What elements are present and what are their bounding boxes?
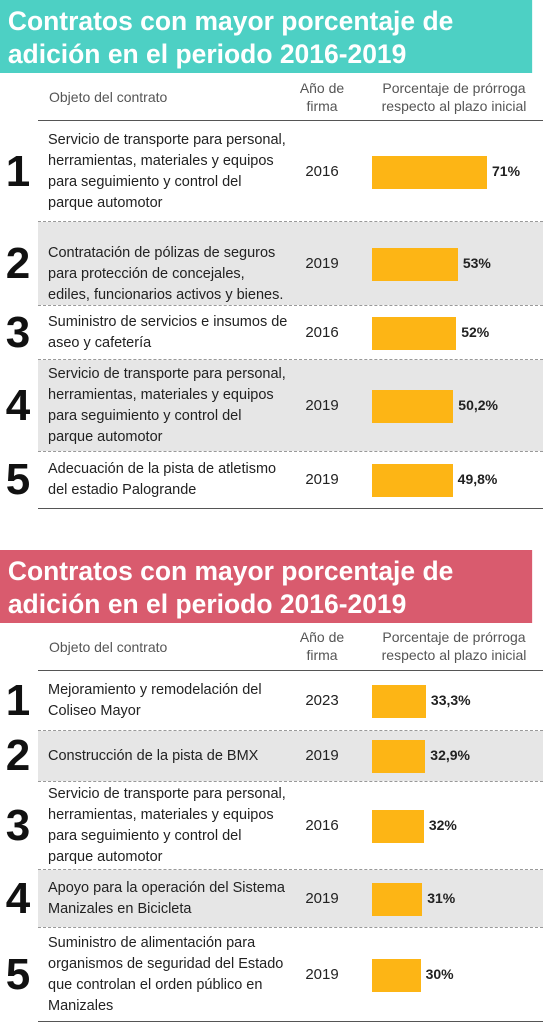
chart-2-row-5-year: 2019 bbox=[305, 965, 339, 983]
chart-1-row-2-rank: 2 bbox=[5, 238, 31, 288]
chart-1-row-3-rank: 3 bbox=[5, 307, 31, 357]
chart-1-row-4-bar bbox=[372, 389, 454, 423]
chart-2-row-2-divider bbox=[38, 781, 543, 782]
chart-1-title: Contratos con mayor porcentaje de adició… bbox=[0, 0, 533, 73]
chart-2-row-2-value-label: 32,9% bbox=[430, 747, 470, 763]
chart-1-row-2-year: 2019 bbox=[305, 254, 339, 272]
chart-1-header-year-line1: Año de bbox=[299, 80, 345, 96]
chart-1-row-3-year: 2016 bbox=[305, 323, 339, 341]
chart-1-row-1-value-label: 71% bbox=[492, 162, 521, 179]
chart-2-header-rule bbox=[38, 670, 543, 671]
chart-1-header-percentage: Porcentaje de prórroga respecto al plazo… bbox=[366, 79, 542, 115]
chart-2-row-3-year: 2016 bbox=[305, 816, 339, 834]
chart-2-row-2-bar bbox=[372, 740, 426, 773]
chart-2-header-year-line2: firma bbox=[306, 647, 338, 663]
chart-1-row-3-divider bbox=[38, 359, 543, 360]
chart-2-row-3-object: Servicio de transporte para personal, he… bbox=[48, 785, 286, 865]
chart-1-header-object: Objeto del contrato bbox=[49, 89, 168, 105]
chart-2-header-percentage: Porcentaje de prórroga respecto al plazo… bbox=[366, 628, 542, 664]
chart-1-row-4-divider bbox=[38, 451, 543, 452]
chart-1-header-year-line2: firma bbox=[306, 98, 338, 114]
chart-1-header-percentage-line2: respecto al plazo inicial bbox=[381, 98, 527, 114]
chart-2-row-2 bbox=[38, 731, 543, 781]
chart-2-header-percentage-line1: Porcentaje de prórroga bbox=[382, 629, 526, 645]
chart-2-row-3-rank: 3 bbox=[5, 800, 31, 850]
chart-2-header-year-line1: Año de bbox=[299, 629, 345, 645]
chart-2-header-percentage-line2: respecto al plazo inicial bbox=[381, 647, 527, 663]
chart-2-title-line2: adición en el periodo 2016-2019 bbox=[7, 589, 407, 619]
chart-2-row-1-divider bbox=[38, 730, 543, 731]
chart-2-row-4-object: Apoyo para la operación del Sistema Mani… bbox=[48, 879, 285, 917]
chart-2-row-4-year: 2019 bbox=[305, 889, 339, 907]
chart-1-row-4-year: 2019 bbox=[305, 396, 339, 414]
chart-1-row-2 bbox=[38, 222, 543, 305]
chart-1-row-5-bar bbox=[372, 464, 453, 497]
chart-1-title-line1: Contratos con mayor porcentaje de bbox=[7, 6, 454, 36]
chart-2-row-5-rank: 5 bbox=[5, 949, 31, 999]
chart-1-row-5-year: 2019 bbox=[305, 471, 339, 488]
chart-2-row-1-year: 2023 bbox=[305, 692, 339, 709]
chart-1-header-year: Año de firma bbox=[290, 79, 354, 115]
chart-2-row-2-object: Construcción de la pista de BMX bbox=[48, 747, 259, 764]
chart-1-row-2-bar bbox=[372, 247, 458, 281]
chart-2-row-1-bar bbox=[372, 685, 426, 718]
chart-1-row-2-object: Contratación de pólizas de seguros para … bbox=[48, 244, 284, 303]
chart-2-row-4-value-label: 31% bbox=[427, 889, 456, 906]
chart-1-row-3-bar bbox=[372, 316, 457, 350]
chart-1-row-1-object: Servicio de transporte para personal, he… bbox=[48, 131, 286, 211]
chart-1-row-5-value-label: 49,8% bbox=[457, 471, 498, 487]
chart-1-row-1-rank: 1 bbox=[5, 146, 31, 196]
chart-1-header-percentage-line1: Porcentaje de prórroga bbox=[382, 80, 526, 96]
chart-1-row-2-divider bbox=[38, 305, 543, 306]
chart-1-row-5-rank: 5 bbox=[5, 455, 31, 504]
chart-2-row-4-rank: 4 bbox=[5, 873, 31, 923]
chart-1-header-rule bbox=[38, 120, 543, 121]
chart-2-row-3-value-label: 32% bbox=[428, 816, 457, 833]
chart-2-row-4-divider bbox=[38, 927, 543, 928]
chart-2-row-2-year: 2019 bbox=[305, 747, 339, 764]
chart-2-title: Contratos con mayor porcentaje de adició… bbox=[0, 550, 533, 623]
chart-2-row-1-value-label: 33,3% bbox=[430, 692, 471, 708]
chart-1-row-5-object: Adecuación de la pista de atletismo del … bbox=[48, 461, 277, 498]
chart-2-title-line1: Contratos con mayor porcentaje de bbox=[7, 556, 454, 586]
chart-2-row-5-bar bbox=[372, 958, 421, 992]
chart-2-row-3-divider bbox=[38, 869, 543, 870]
chart-2-row-2-rank: 2 bbox=[5, 731, 31, 780]
chart-1-row-3-object: Suministro de servicios e insumos de ase… bbox=[48, 313, 288, 351]
chart-2-header-object: Objeto del contrato bbox=[49, 639, 168, 655]
chart-1-row-4-value-label: 50,2% bbox=[458, 396, 498, 413]
chart-1-row-4 bbox=[38, 360, 543, 451]
chart-2-row-4 bbox=[38, 870, 543, 927]
chart-1-row-3-value-label: 52% bbox=[461, 323, 490, 340]
chart-1-row-2-value-label: 53% bbox=[462, 254, 491, 271]
chart-2-row-4-bar bbox=[372, 882, 423, 916]
chart-1-title-line2: adición en el periodo 2016-2019 bbox=[7, 39, 407, 69]
chart-1-row-1-year: 2016 bbox=[305, 162, 339, 180]
chart-1-bottom-rule bbox=[38, 508, 543, 509]
chart-1-row-4-object: Servicio de transporte para personal, he… bbox=[48, 365, 286, 445]
chart-1-row-1-bar bbox=[372, 155, 487, 189]
chart-2-row-5-value-label: 30% bbox=[425, 965, 454, 982]
chart-2-row-1-object: Mejoramiento y remodelación del Coliseo … bbox=[48, 682, 262, 719]
chart-2-row-1-rank: 1 bbox=[5, 676, 31, 725]
chart-2-row-3-bar bbox=[372, 809, 424, 843]
chart-1-row-4-rank: 4 bbox=[5, 380, 31, 430]
chart-2-bottom-rule bbox=[38, 1021, 543, 1022]
chart-1-row-1-divider bbox=[38, 221, 543, 222]
chart-2-row-5-object: Suministro de alimentación para organism… bbox=[48, 934, 284, 1014]
chart-2-header-year: Año de firma bbox=[290, 628, 354, 664]
